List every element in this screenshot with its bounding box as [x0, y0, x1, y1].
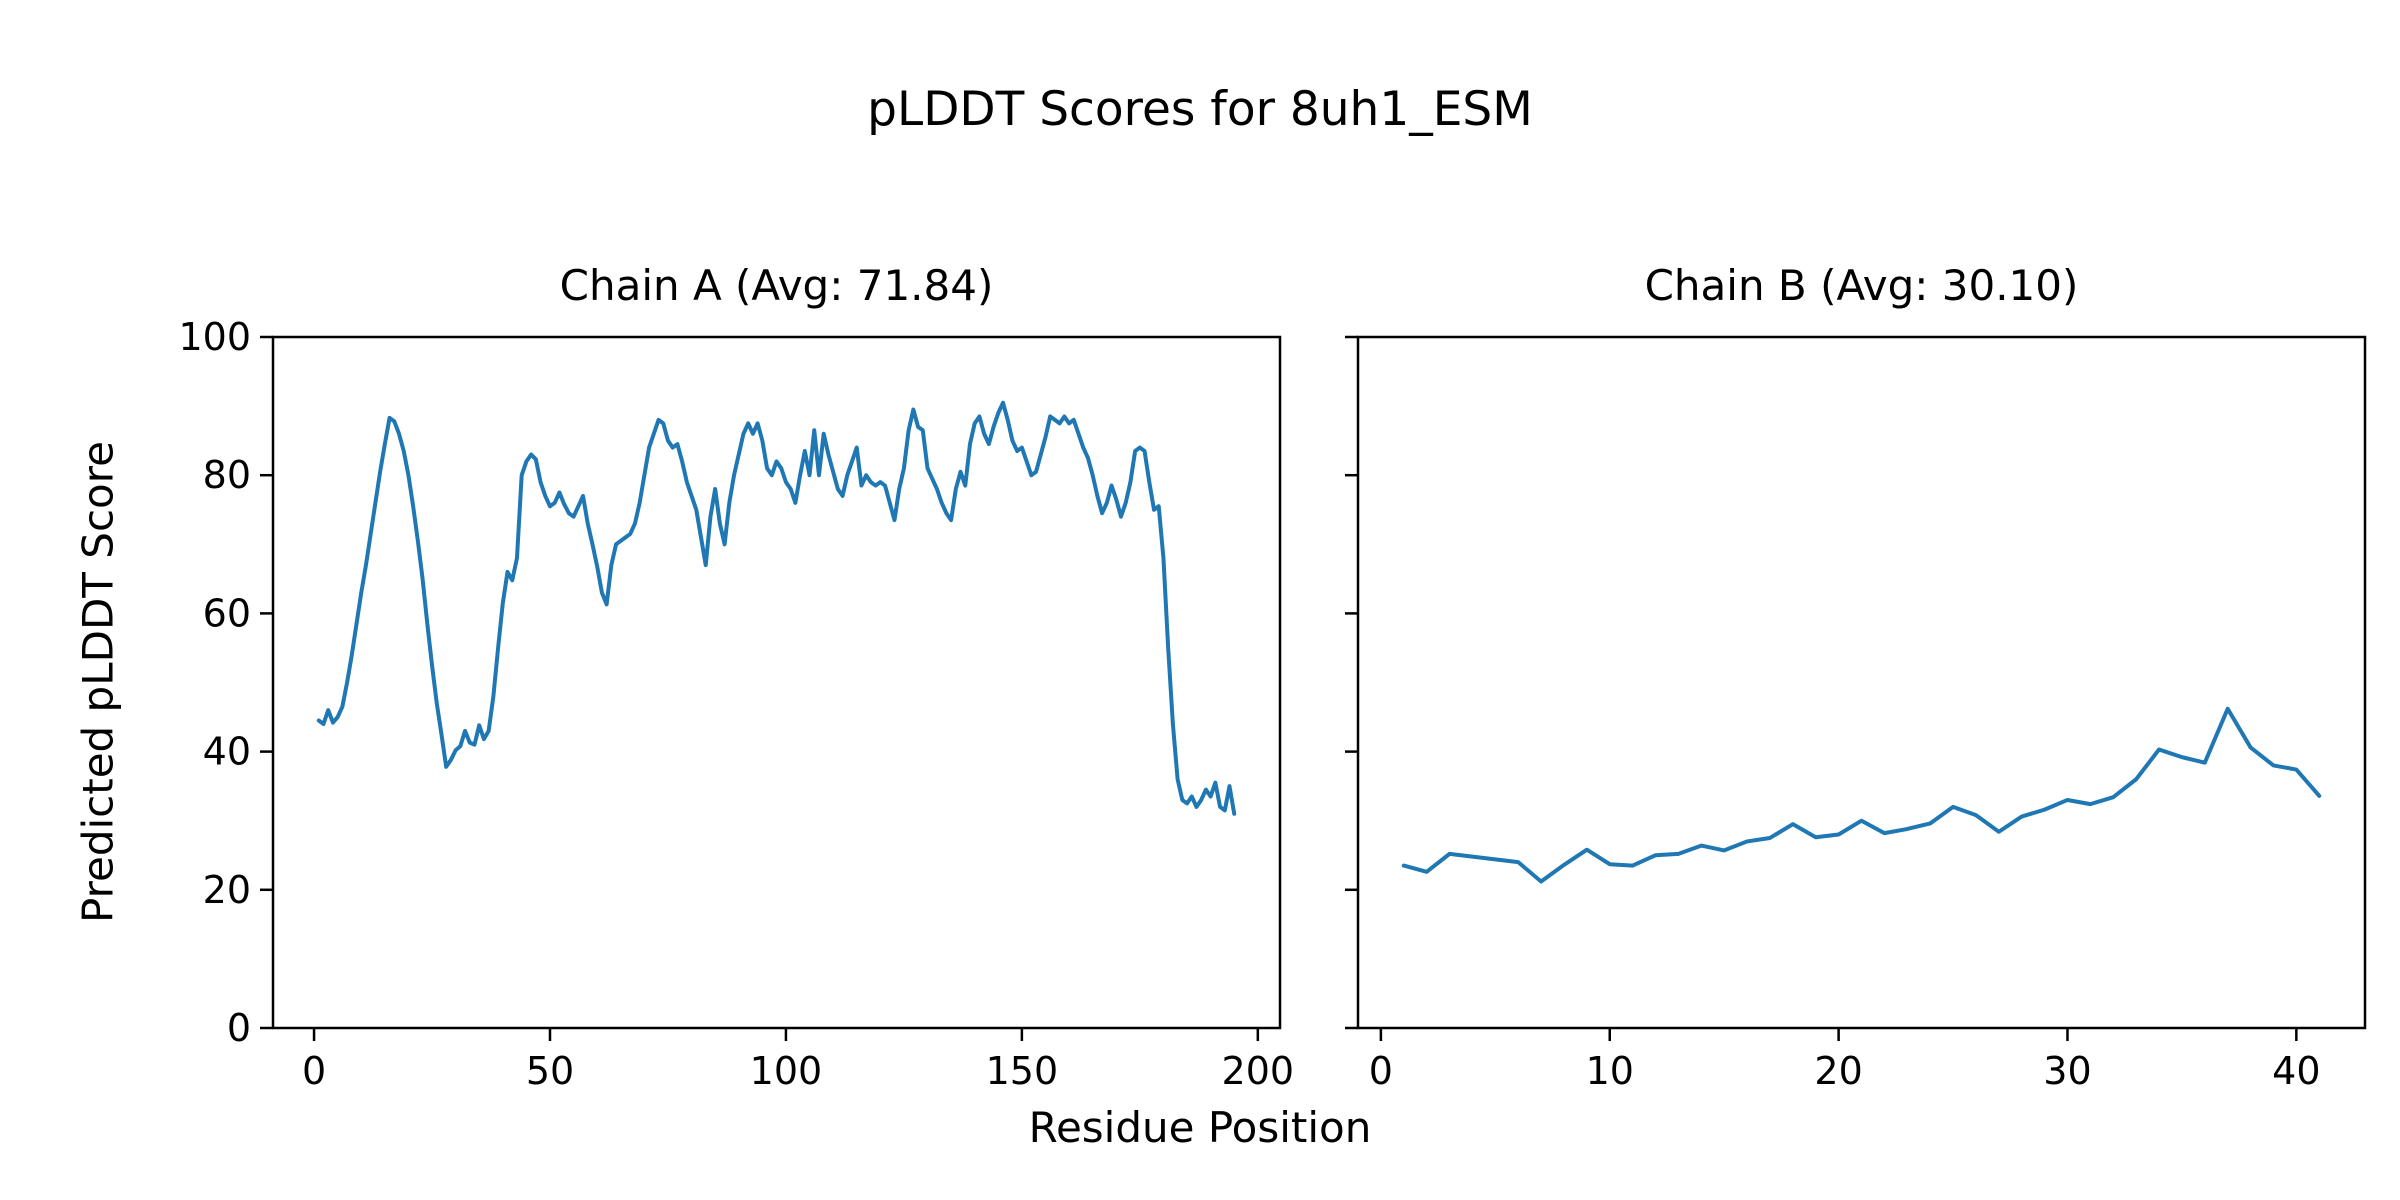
chain-a-ytick-label: 60: [203, 591, 251, 635]
chain-a-axes-spines: [271, 335, 1282, 1030]
chain-a-xtick-label: 100: [750, 1049, 823, 1093]
chain-b-xtick-label: 30: [2043, 1049, 2091, 1093]
x-axis-label: Residue Position: [1028, 1103, 1372, 1152]
chain-b-xtick-label: 0: [1369, 1049, 1393, 1093]
chain-b-xtick-label: 10: [1586, 1049, 1634, 1093]
figure-title: pLDDT Scores for 8uh1_ESM: [867, 82, 1533, 137]
chain-a-xtick-label: 200: [1222, 1049, 1295, 1093]
chain-b-xtick-label: 40: [2272, 1049, 2320, 1093]
chain-a-subplot-title: Chain A (Avg: 71.84): [559, 261, 994, 310]
chain-a-ytick-label: 0: [227, 1006, 251, 1050]
chain-a-ytick-label: 100: [178, 315, 251, 359]
chain-b-line: [1401, 706, 2322, 884]
chain-a-ytick-label: 40: [203, 730, 251, 774]
chain-a-ytick-label: 20: [203, 868, 251, 912]
chain-a-xtick-label: 50: [526, 1049, 574, 1093]
chain-a-xtick-label: 0: [302, 1049, 326, 1093]
chain-a-ytick-label: 80: [203, 453, 251, 497]
chain-b-axes-spines: [1356, 335, 2367, 1030]
chain-b-subplot-title: Chain B (Avg: 30.10): [1644, 261, 2079, 310]
chain-a-line: [316, 400, 1237, 816]
chain-b-xtick-label: 20: [1814, 1049, 1862, 1093]
chain-a-xtick-label: 150: [986, 1049, 1059, 1093]
